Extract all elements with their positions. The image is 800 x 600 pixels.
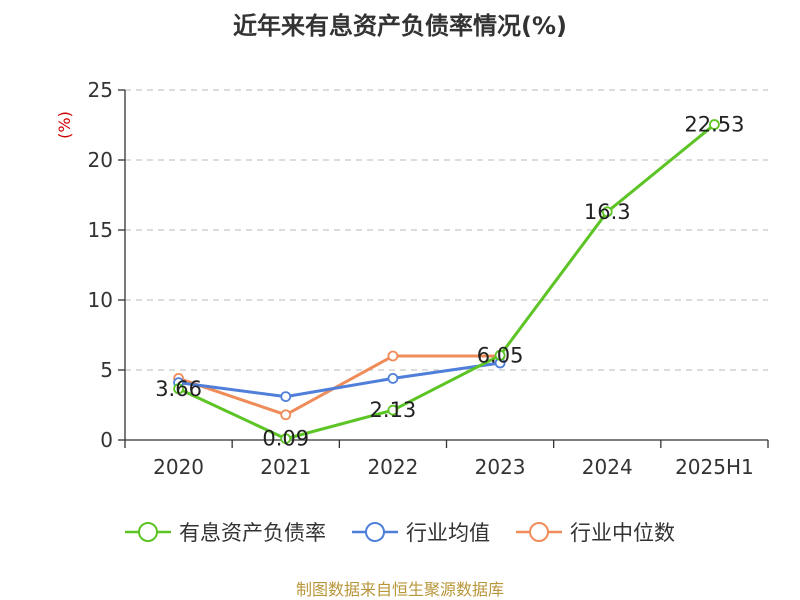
- data-label-3: 6.05: [477, 343, 524, 367]
- legend-item-series-0[interactable]: 有息资产负债率: [125, 517, 326, 547]
- series-lines: [173, 119, 720, 445]
- series-2-point-2: [387, 350, 399, 362]
- legend-item-series-1[interactable]: 行业均值: [352, 517, 490, 547]
- data-label-0: 3.66: [155, 377, 202, 401]
- y-tick-label-5: 25: [88, 78, 113, 102]
- series-0-point-4: [601, 206, 613, 218]
- legend-label-2: 行业中位数: [570, 521, 675, 545]
- legend-swatch-2: [516, 522, 562, 542]
- data-labels: 3.66 0.09 2.13 6.05 16.3 22.53: [155, 113, 744, 451]
- y-tick-label-3: 15: [88, 218, 113, 242]
- series-1-point-2: [387, 372, 399, 384]
- series-0-point-1: [280, 433, 292, 445]
- x-tick-label-4: 2024: [582, 455, 633, 479]
- grid-lines: [125, 89, 768, 371]
- x-tick-label-2: 2022: [367, 455, 418, 479]
- y-tick-label-1: 5: [100, 358, 113, 382]
- series-1-point-1: [280, 391, 292, 403]
- legend-swatch-0: [125, 522, 171, 542]
- x-tick-label-0: 2020: [153, 455, 204, 479]
- y-axis-unit-label: (%): [55, 111, 74, 139]
- legend-swatch-1: [352, 522, 398, 542]
- data-label-1: 0.09: [262, 427, 309, 451]
- x-tick-label-1: 2021: [260, 455, 311, 479]
- series-line-0: [177, 123, 716, 441]
- data-label-5: 22.53: [684, 113, 744, 137]
- series-0-point-2: [387, 404, 399, 416]
- series-line-2: [178, 354, 501, 417]
- series-0-point-3: [494, 349, 506, 361]
- x-tick-label-5: 2025H1: [675, 455, 754, 479]
- x-tick-label-3: 2023: [475, 455, 526, 479]
- y-tick-label-4: 20: [88, 148, 113, 172]
- legend: 有息资产负债率 行业均值 行业中位数: [0, 517, 800, 547]
- y-tick-label-0: 0: [100, 428, 113, 452]
- legend-item-series-2[interactable]: 行业中位数: [516, 517, 675, 547]
- legend-label-1: 行业均值: [406, 521, 490, 545]
- series-2-point-1: [280, 409, 292, 421]
- data-label-2: 2.13: [370, 398, 417, 422]
- series-0-point-0: [173, 383, 184, 395]
- legend-label-0: 有息资产负债率: [179, 521, 326, 545]
- series-0-point-5: [709, 119, 720, 130]
- series-line-1: [178, 361, 501, 399]
- axes: 0 5 10 15 20 25 (%) 2020 2021 2022 2023 2024 2025H1: [55, 78, 769, 479]
- y-tick-label-2: 10: [88, 288, 113, 312]
- chart-title: 近年来有息资产负债率情况(%): [233, 12, 567, 40]
- source-note: 制图数据来自恒生聚源数据库: [295, 580, 504, 599]
- data-label-4: 16.3: [584, 200, 631, 224]
